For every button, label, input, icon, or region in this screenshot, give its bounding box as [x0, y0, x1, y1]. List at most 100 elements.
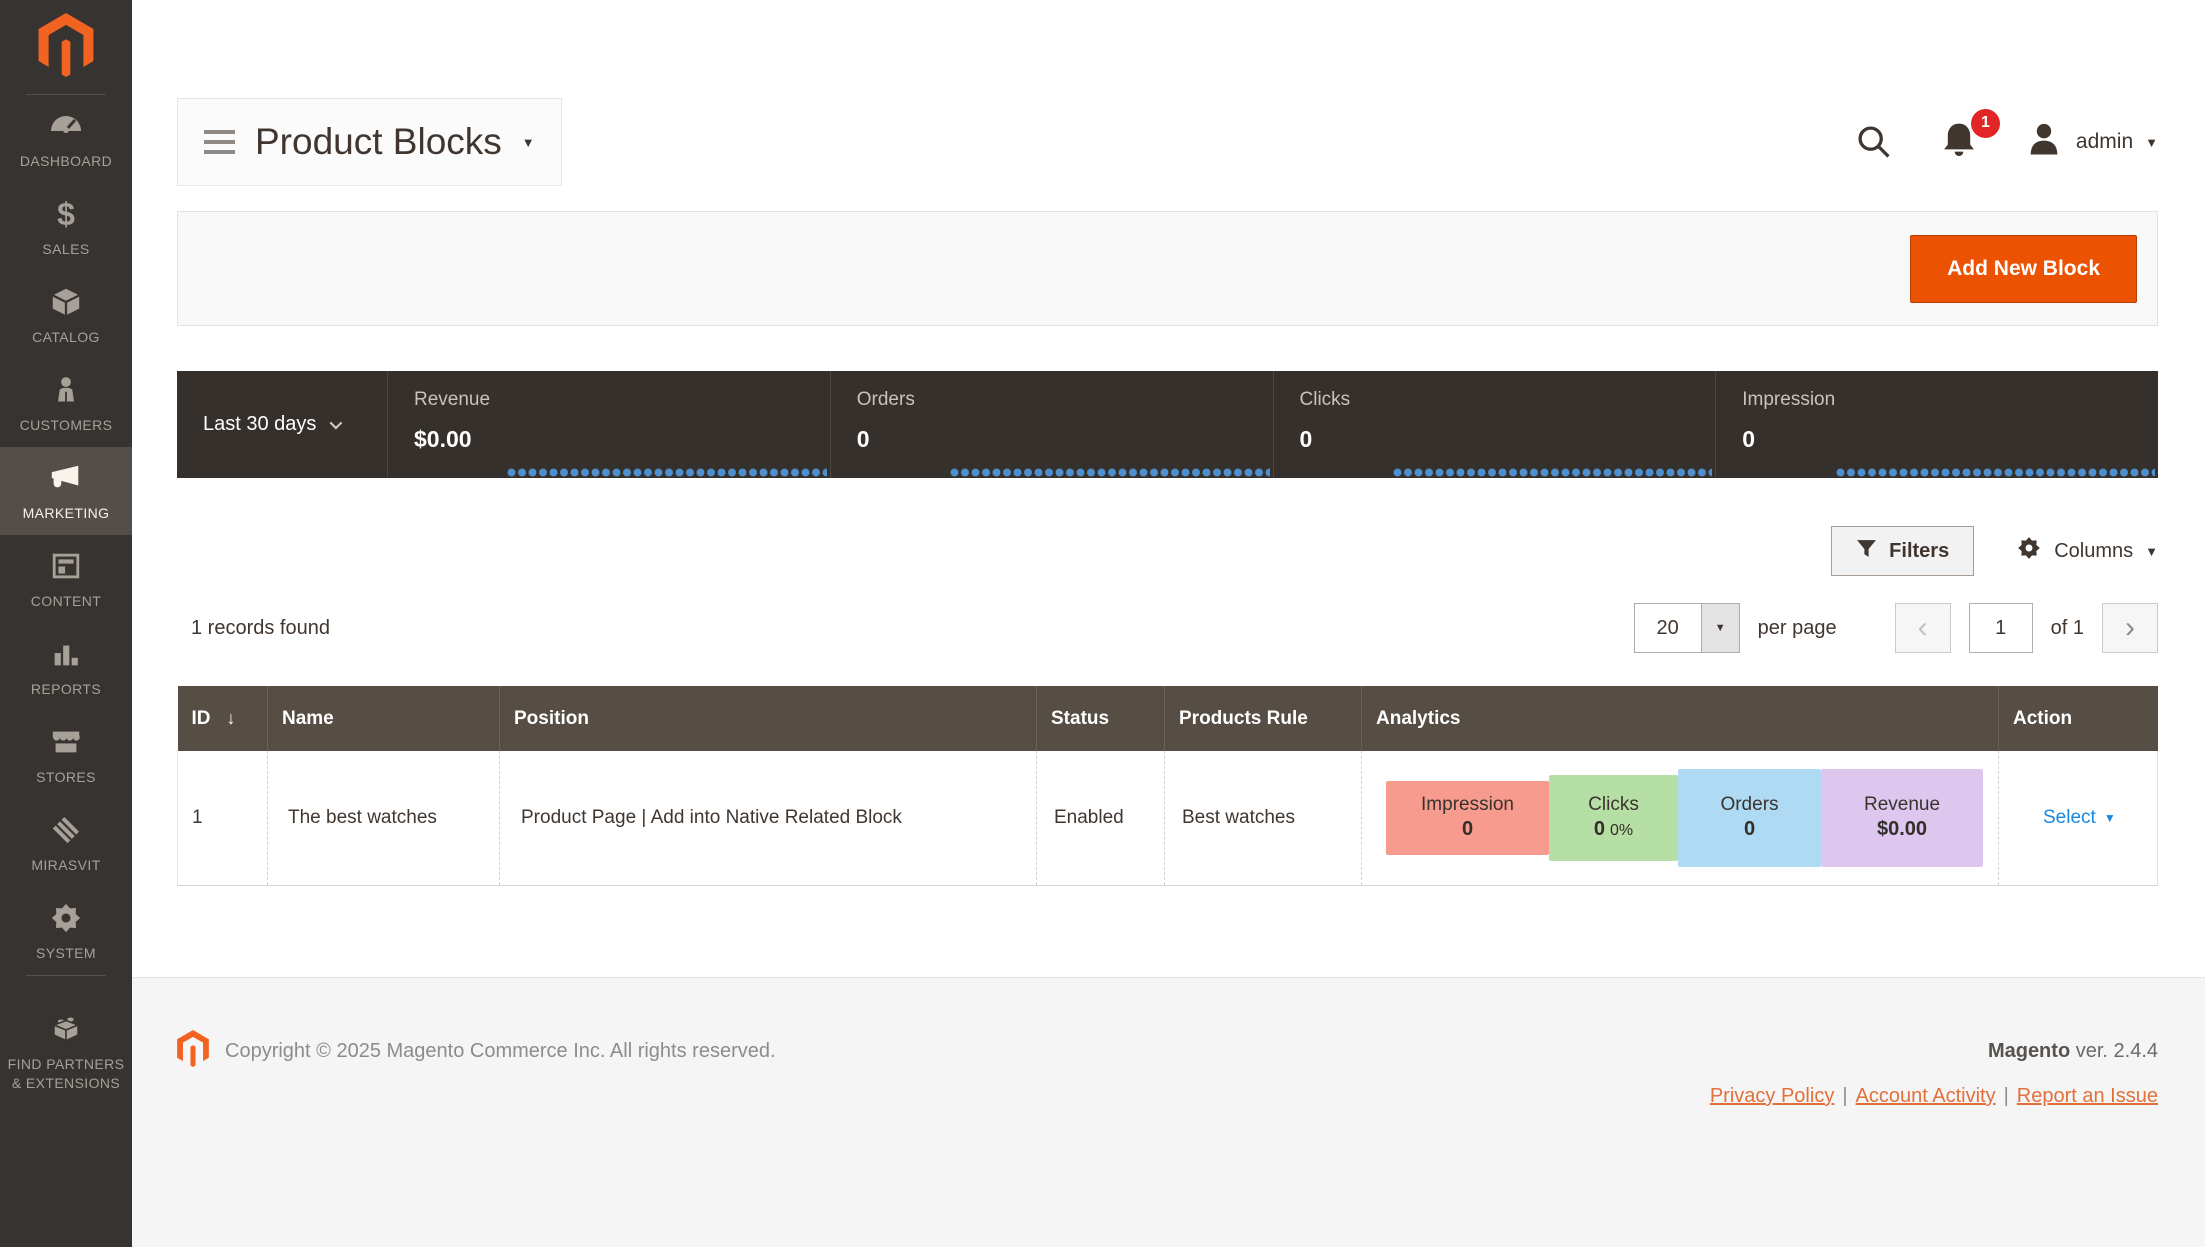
sidebar-item-label: MIRASVIT: [31, 857, 101, 874]
revenue-chip: Revenue $0.00: [1821, 768, 1983, 867]
metric-value: 0: [1742, 426, 1756, 452]
sidebar-item-label: MARKETING: [22, 505, 110, 522]
menu-icon: [204, 130, 235, 154]
sparkline: [1392, 468, 1713, 477]
column-header-name[interactable]: Name: [267, 686, 500, 751]
sparkline: [950, 468, 1270, 477]
sidebar-item-label: CATALOG: [32, 329, 100, 346]
table-row: 1 The best watches Product Page | Add in…: [177, 751, 2158, 886]
orders-chip: Orders 0: [1678, 768, 1821, 867]
column-header-status[interactable]: Status: [1036, 686, 1165, 751]
sidebar-item-label: CONTENT: [30, 593, 102, 610]
sidebar-item-find-partners[interactable]: FIND PARTNERS & EXTENSIONS: [0, 976, 132, 1126]
date-range-label: Last 30 days: [203, 413, 317, 435]
previous-page-button[interactable]: ‹: [1894, 603, 1951, 653]
copyright-text: Copyright © 2025 Magento Commerce Inc. A…: [225, 1039, 776, 1062]
sidebar-item-catalog[interactable]: CATALOG: [0, 271, 132, 359]
header-actions: 1 admin ▼: [1854, 108, 2158, 166]
records-found-text: 1 records found: [191, 616, 330, 639]
account-activity-link[interactable]: Account Activity: [1855, 1085, 1996, 1107]
sidebar-item-system[interactable]: SYSTEM: [0, 887, 132, 975]
stores-icon: [49, 723, 83, 761]
metric-orders: Orders 0: [831, 371, 1274, 478]
version-text: ver. 2.4.4: [2075, 1039, 2158, 1062]
sidebar-item-content[interactable]: CONTENT: [0, 535, 132, 623]
caret-down-icon: ▼: [2145, 134, 2158, 150]
sidebar-item-customers[interactable]: CUSTOMERS: [0, 359, 132, 447]
page-content: Product Blocks ▼: [132, 0, 2205, 886]
metric-label: Impression: [1742, 389, 1836, 410]
cell-action: Select ▼: [1998, 751, 2158, 886]
column-header-products-rule[interactable]: Products Rule: [1164, 686, 1362, 751]
metric-value: 0: [856, 426, 870, 452]
clicks-chip: Clicks 0 0%: [1549, 774, 1678, 861]
notification-badge: 1: [1970, 108, 2000, 138]
pagination: 20 ▼ per page ‹ of 1 ›: [1633, 603, 2158, 653]
brand-name: Magento: [1987, 1039, 2071, 1062]
sidebar-item-label: CUSTOMERS: [19, 417, 113, 434]
magento-footer-logo-icon: [177, 1030, 209, 1072]
sidebar-item-reports[interactable]: REPORTS: [0, 623, 132, 711]
gear-icon: [2016, 535, 2042, 567]
page-number-input[interactable]: [1968, 603, 2033, 653]
sidebar-item-dashboard[interactable]: DASHBOARD: [0, 95, 132, 183]
sidebar: DASHBOARD $ SALES CATALOG: [0, 0, 132, 1247]
admin-username: admin: [2075, 130, 2134, 153]
customers-icon: [50, 371, 82, 409]
metric-clicks: Clicks 0: [1274, 371, 1717, 478]
page-header: Product Blocks ▼: [177, 98, 2158, 186]
sidebar-item-stores[interactable]: STORES: [0, 711, 132, 799]
column-header-id[interactable]: ID ↓: [177, 686, 268, 751]
next-page-button[interactable]: ›: [2102, 603, 2158, 653]
cell-products-rule: Best watches: [1164, 751, 1362, 886]
sidebar-item-mirasvit[interactable]: MIRASVIT: [0, 799, 132, 887]
sidebar-divider: [26, 975, 106, 976]
sidebar-divider: [26, 94, 106, 95]
sidebar-item-label: DASHBOARD: [19, 153, 113, 170]
report-an-issue-link[interactable]: Report an Issue: [2016, 1085, 2158, 1107]
catalog-icon: [49, 283, 83, 321]
link-separator: |: [1842, 1085, 1848, 1107]
per-page-select[interactable]: 20 ▼: [1633, 603, 1740, 653]
search-icon[interactable]: [1854, 122, 1894, 162]
cell-status: Enabled: [1036, 751, 1165, 886]
metric-revenue: Revenue $0.00: [388, 371, 831, 478]
grid-controls: Filters Columns ▼: [177, 526, 2158, 576]
caret-down-icon: ▼: [521, 134, 535, 150]
version-line: Magento ver. 2.4.4: [1988, 1040, 2158, 1063]
dashboard-icon: [48, 107, 84, 145]
metric-impression: Impression 0: [1716, 371, 2158, 478]
content-icon: [49, 547, 83, 585]
extensions-icon: [48, 1010, 84, 1048]
caret-down-icon: ▼: [2103, 810, 2116, 825]
row-select-action[interactable]: Select ▼: [2043, 806, 2116, 828]
filters-label: Filters: [1889, 539, 1950, 562]
analytics-stats-bar: Last 30 days Revenue $0.00 Orders 0 Clic…: [177, 371, 2158, 478]
analytics-chips: Impression 0 Clicks 0 0% Orders 0: [1386, 751, 1998, 885]
metric-label: Clicks: [1299, 389, 1351, 410]
magento-logo[interactable]: [0, 0, 132, 94]
column-header-position[interactable]: Position: [499, 686, 1037, 751]
privacy-policy-link[interactable]: Privacy Policy: [1709, 1085, 1835, 1107]
column-header-analytics[interactable]: Analytics: [1361, 686, 1999, 751]
admin-account-menu[interactable]: admin ▼: [2024, 120, 2158, 165]
column-header-action[interactable]: Action: [1998, 686, 2158, 751]
sidebar-item-marketing[interactable]: MARKETING: [0, 447, 132, 535]
date-range-select[interactable]: Last 30 days: [177, 371, 388, 478]
sidebar-item-sales[interactable]: $ SALES: [0, 183, 132, 271]
filters-button[interactable]: Filters: [1831, 526, 1975, 576]
total-pages-label: of 1: [2050, 616, 2084, 639]
page-title-switcher[interactable]: Product Blocks ▼: [177, 98, 562, 186]
per-page-value: 20: [1656, 616, 1679, 639]
records-row: 1 records found 20 ▼ per page ‹ of 1 ›: [177, 603, 2158, 653]
notifications-button[interactable]: 1: [1938, 108, 2000, 166]
sidebar-item-label: STORES: [36, 769, 96, 786]
sort-desc-icon: ↓: [226, 707, 236, 728]
add-new-block-button[interactable]: Add New Block: [1910, 234, 2137, 303]
per-page-label: per page: [1757, 616, 1837, 639]
columns-control[interactable]: Columns ▼: [2016, 535, 2158, 567]
sparkline: [1835, 468, 2155, 477]
footer: Copyright © 2025 Magento Commerce Inc. A…: [132, 977, 2205, 1247]
metric-value: $0.00: [414, 426, 472, 452]
